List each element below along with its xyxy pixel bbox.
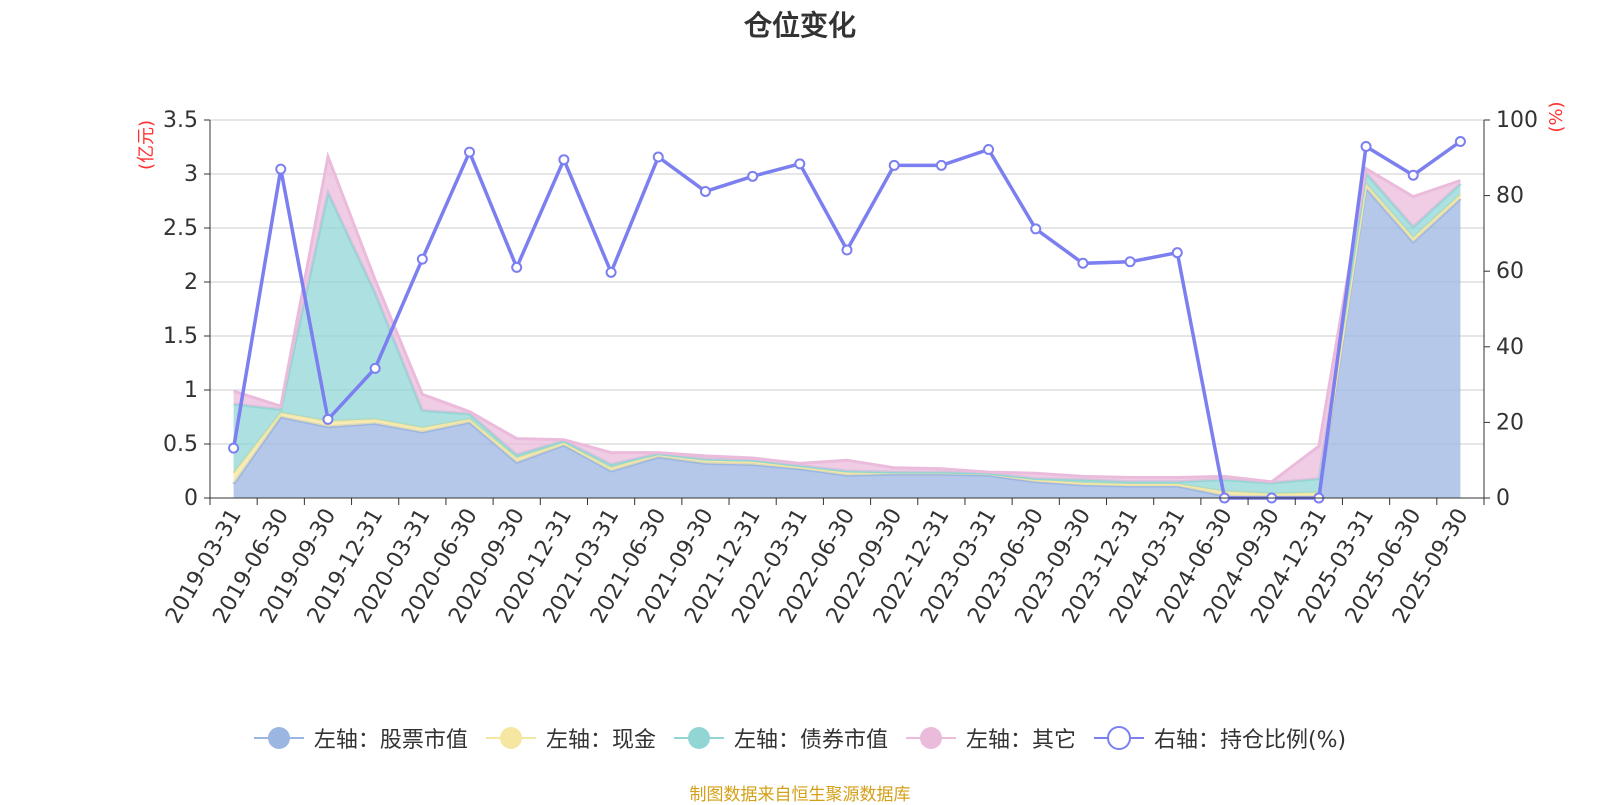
legend: 左轴：股票市值 左轴：现金 左轴：债券市值 左轴：其它 右轴：持仓比例(%) [0, 722, 1600, 754]
y-right-axis-label: (%) [1546, 101, 1567, 132]
line-point [228, 442, 240, 454]
y-left-tick-label: 2.5 [163, 216, 198, 241]
y-left-tick-label: 0.5 [163, 432, 198, 457]
legend-item[interactable]: 右轴：持仓比例(%) [1093, 722, 1347, 754]
y-left-tick-label: 1 [184, 378, 198, 403]
line-point [1454, 136, 1466, 148]
y-right-tick-label: 80 [1496, 184, 1524, 209]
legend-label: 左轴：其它 [965, 728, 1076, 753]
line-point [511, 261, 523, 273]
line-point [794, 158, 806, 170]
line-point [888, 159, 900, 171]
legend-marker [673, 727, 724, 749]
legend-label: 右轴：持仓比例(%) [1153, 728, 1347, 753]
legend-label: 左轴：现金 [545, 728, 656, 753]
line-point [983, 143, 995, 155]
area-edge-左轴：其它 [233, 151, 1461, 484]
y-right-tick-label: 100 [1496, 108, 1538, 133]
legend-item[interactable]: 左轴：现金 [485, 722, 656, 754]
legend-marker [905, 727, 956, 749]
y-right-tick-label: 0 [1496, 486, 1510, 511]
line-point [699, 185, 711, 197]
line-point [1360, 140, 1372, 152]
y-left-tick-label: 3 [184, 162, 198, 187]
line-point [652, 151, 664, 163]
line-point [1171, 247, 1183, 259]
line-point [1124, 256, 1136, 268]
line-point [841, 244, 853, 256]
line-point [322, 413, 334, 425]
area-series [232, 151, 1462, 499]
legend-item[interactable]: 左轴：债券市值 [673, 722, 888, 754]
y-left-tick-label: 2 [184, 270, 198, 295]
legend-marker [485, 727, 536, 749]
line-point [275, 163, 287, 175]
line-point [416, 253, 428, 265]
line-point [369, 362, 381, 374]
line-point [464, 146, 476, 158]
legend-label: 左轴：股票市值 [313, 728, 468, 753]
source-note: 制图数据来自恒生聚源数据库 [689, 785, 911, 805]
area-左轴：股票市值 [233, 188, 1461, 498]
legend-marker [1093, 726, 1144, 750]
line-point [1030, 223, 1042, 235]
line-point [935, 159, 947, 171]
legend-item[interactable]: 左轴：其它 [905, 722, 1076, 754]
y-left-axis-label: (亿元) [136, 120, 157, 170]
line-point [1407, 169, 1419, 181]
line-point [558, 154, 570, 166]
line-point [605, 266, 617, 278]
y-right-tick-label: 40 [1496, 335, 1524, 360]
y-left-tick-label: 0 [184, 486, 198, 511]
y-left-tick-label: 1.5 [163, 324, 198, 349]
y-left-tick-label: 3.5 [163, 108, 198, 133]
line-point [1077, 257, 1089, 269]
legend-label: 左轴：债券市值 [733, 728, 888, 753]
y-right-tick-label: 60 [1496, 259, 1524, 284]
legend-marker [253, 727, 304, 749]
legend-item[interactable]: 左轴：股票市值 [253, 722, 468, 754]
line-point [747, 170, 759, 182]
y-right-tick-label: 20 [1496, 410, 1524, 435]
chart-title: 仓位变化 [743, 9, 856, 42]
